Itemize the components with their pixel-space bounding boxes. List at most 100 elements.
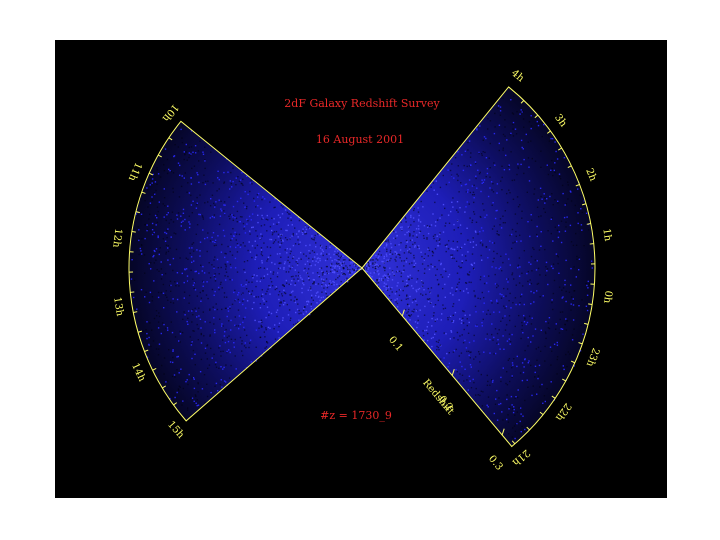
- galaxy-point: [453, 223, 455, 226]
- galaxy-point: [567, 181, 569, 183]
- galaxy-point: [209, 309, 211, 311]
- galaxy-point: [230, 319, 232, 322]
- galaxy-point: [335, 247, 337, 250]
- galaxy-point: [424, 253, 426, 255]
- galaxy-point: [264, 198, 266, 200]
- galaxy-point: [338, 266, 341, 268]
- galaxy-point: [234, 299, 236, 302]
- galaxy-point: [182, 212, 185, 214]
- galaxy-point: [286, 248, 288, 250]
- galaxy-point: [200, 327, 202, 329]
- galaxy-point: [244, 342, 246, 344]
- galaxy-point: [576, 181, 578, 184]
- galaxy-point: [274, 263, 276, 265]
- galaxy-point: [544, 211, 546, 213]
- galaxy-point: [512, 242, 514, 244]
- galaxy-point: [228, 196, 230, 198]
- galaxy-point: [474, 356, 477, 358]
- galaxy-point: [509, 406, 511, 409]
- galaxy-point: [249, 182, 251, 184]
- galaxy-point: [521, 362, 524, 364]
- galaxy-point: [235, 177, 237, 179]
- galaxy-point: [552, 308, 554, 311]
- galaxy-point: [438, 259, 440, 262]
- galaxy-point: [166, 236, 168, 239]
- galaxy-point: [492, 191, 495, 193]
- galaxy-point: [461, 260, 463, 262]
- galaxy-point: [544, 331, 547, 333]
- galaxy-point: [241, 293, 243, 296]
- galaxy-point: [222, 350, 224, 352]
- galaxy-point: [545, 261, 548, 264]
- galaxy-point: [339, 264, 341, 267]
- galaxy-point: [561, 328, 564, 330]
- galaxy-point: [310, 305, 312, 307]
- galaxy-point: [225, 268, 227, 270]
- galaxy-point: [157, 173, 160, 175]
- galaxy-point: [580, 224, 583, 226]
- galaxy-point: [480, 227, 483, 229]
- galaxy-point: [571, 339, 574, 341]
- galaxy-point: [357, 266, 359, 269]
- galaxy-point: [160, 261, 162, 263]
- galaxy-point: [263, 267, 266, 269]
- galaxy-point: [176, 391, 178, 394]
- galaxy-point: [491, 323, 493, 325]
- galaxy-point: [441, 313, 443, 315]
- galaxy-point: [548, 317, 551, 319]
- galaxy-point: [383, 267, 386, 269]
- galaxy-point: [240, 244, 242, 246]
- galaxy-point: [304, 233, 306, 235]
- galaxy-point: [498, 403, 500, 406]
- galaxy-point: [246, 334, 248, 337]
- galaxy-point: [203, 335, 205, 337]
- galaxy-point: [481, 154, 483, 157]
- galaxy-point: [170, 321, 172, 323]
- galaxy-point: [199, 213, 201, 216]
- galaxy-point: [556, 158, 559, 160]
- galaxy-point: [225, 381, 227, 383]
- galaxy-point: [216, 190, 218, 192]
- galaxy-point: [183, 291, 186, 293]
- galaxy-point: [189, 336, 191, 338]
- galaxy-point: [514, 241, 516, 243]
- galaxy-point: [230, 239, 232, 241]
- galaxy-point: [278, 337, 280, 339]
- galaxy-point: [225, 364, 227, 366]
- galaxy-point: [160, 278, 163, 280]
- galaxy-point: [230, 182, 232, 185]
- galaxy-point: [585, 212, 588, 214]
- arc-tick: [539, 411, 544, 416]
- galaxy-point: [206, 358, 208, 360]
- galaxy-point: [188, 247, 191, 249]
- galaxy-point: [491, 189, 493, 191]
- galaxy-point: [232, 205, 235, 208]
- galaxy-point: [159, 247, 161, 249]
- galaxy-point: [253, 295, 255, 298]
- galaxy-point: [273, 206, 275, 209]
- galaxy-point: [152, 340, 155, 342]
- galaxy-point: [214, 290, 216, 293]
- galaxy-point: [406, 283, 408, 285]
- galaxy-point: [429, 298, 431, 300]
- galaxy-point: [190, 343, 192, 345]
- galaxy-point: [366, 271, 369, 273]
- galaxy-point: [394, 251, 396, 253]
- galaxy-point: [378, 250, 381, 253]
- galaxy-point: [190, 130, 193, 132]
- galaxy-point: [185, 257, 187, 259]
- galaxy-point: [448, 273, 451, 276]
- galaxy-point: [419, 230, 422, 232]
- galaxy-point: [460, 266, 463, 269]
- galaxy-point: [439, 243, 441, 245]
- galaxy-point: [545, 274, 547, 276]
- galaxy-point: [422, 206, 424, 208]
- galaxy-point: [516, 423, 518, 425]
- galaxy-point: [197, 404, 200, 406]
- galaxy-point: [504, 329, 507, 331]
- galaxy-point: [404, 233, 406, 236]
- galaxy-point: [452, 321, 454, 323]
- galaxy-point: [133, 296, 135, 299]
- galaxy-point: [208, 272, 210, 274]
- galaxy-point: [461, 374, 464, 376]
